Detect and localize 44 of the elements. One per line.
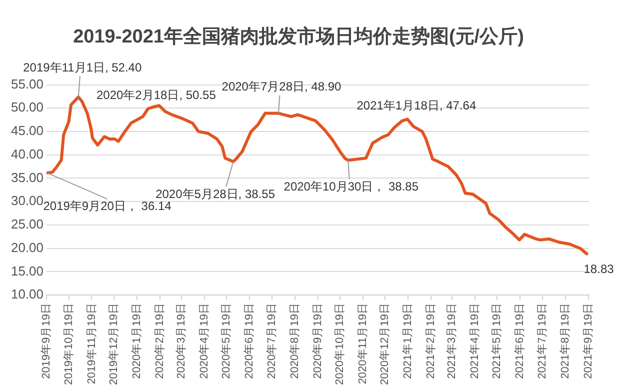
- x-tick-label: 2020年4月19日: [198, 303, 210, 379]
- annotation: 2019年11月1日, 52.40: [23, 60, 142, 74]
- annotation: 2020年10月30日， 38.85: [284, 180, 419, 194]
- annotation: 18.83: [584, 262, 614, 276]
- x-tick-label: 2020年9月19日: [312, 303, 324, 379]
- x-tick-label: 2020年11月19日: [357, 303, 370, 384]
- annotation: 2021年1月18日, 47.64: [356, 98, 476, 112]
- y-tick-label: 55.00: [10, 76, 44, 92]
- x-tick-label: 2021年9月19日: [582, 303, 594, 379]
- x-tick-label: 2020年10月19日: [334, 303, 346, 386]
- x-tick-label: 2021年7月19日: [536, 303, 548, 379]
- y-tick-label: 50.00: [10, 100, 44, 115]
- y-tick-label: 35.00: [10, 170, 44, 185]
- y-tick-label: 20.00: [10, 240, 44, 255]
- x-tick-label: 2019年12月19日: [108, 303, 120, 386]
- annotation: 2020年2月18日, 50.55: [96, 88, 216, 102]
- y-tick-label: 25.00: [10, 216, 44, 232]
- annotation: 2020年5月28日, 38.55: [156, 186, 276, 201]
- annotation: 2020年7月28日, 48.90: [222, 80, 342, 94]
- x-tick-label: 2021年5月19日: [491, 303, 504, 379]
- x-tick-label: 2020年12月19日: [379, 303, 392, 386]
- x-tick-label: 2021年6月19日: [514, 303, 526, 379]
- y-tick-label: 30.00: [10, 193, 44, 208]
- x-tick-label: 2020年1月19日: [130, 303, 143, 379]
- y-tick-label: 10.00: [10, 286, 44, 302]
- x-tick-label: 2021年4月19日: [468, 303, 481, 379]
- x-tick-label: 2020年8月19日: [288, 303, 301, 379]
- x-tick-label: 2019年11月19日: [86, 303, 98, 384]
- x-tick-label: 2021年1月19日: [402, 303, 414, 379]
- x-tick-label: 2021年3月19日: [446, 303, 458, 379]
- x-tick-label: 2020年3月19日: [175, 303, 188, 379]
- y-tick-label: 45.00: [10, 123, 44, 138]
- x-tick-label: 2020年7月19日: [266, 303, 278, 379]
- x-tick-label: 2021年8月19日: [559, 303, 572, 379]
- y-tick-label: 15.00: [10, 263, 44, 278]
- annotation: 2019年9月20日， 36.14: [43, 199, 172, 214]
- x-tick-label: 2019年9月19日: [40, 303, 53, 379]
- x-tick-label: 2020年6月19日: [244, 303, 256, 379]
- y-tick-label: 40.00: [10, 146, 44, 162]
- x-tick-label: 2021年2月19日: [425, 303, 438, 379]
- chart-title: 2019-2021年全国猪肉批发市场日均价走势图(元/公斤): [73, 26, 524, 48]
- x-tick-label: 2020年2月19日: [154, 303, 166, 379]
- x-tick-label: 2020年5月19日: [220, 303, 233, 379]
- x-tick-label: 2019年10月19日: [62, 303, 75, 386]
